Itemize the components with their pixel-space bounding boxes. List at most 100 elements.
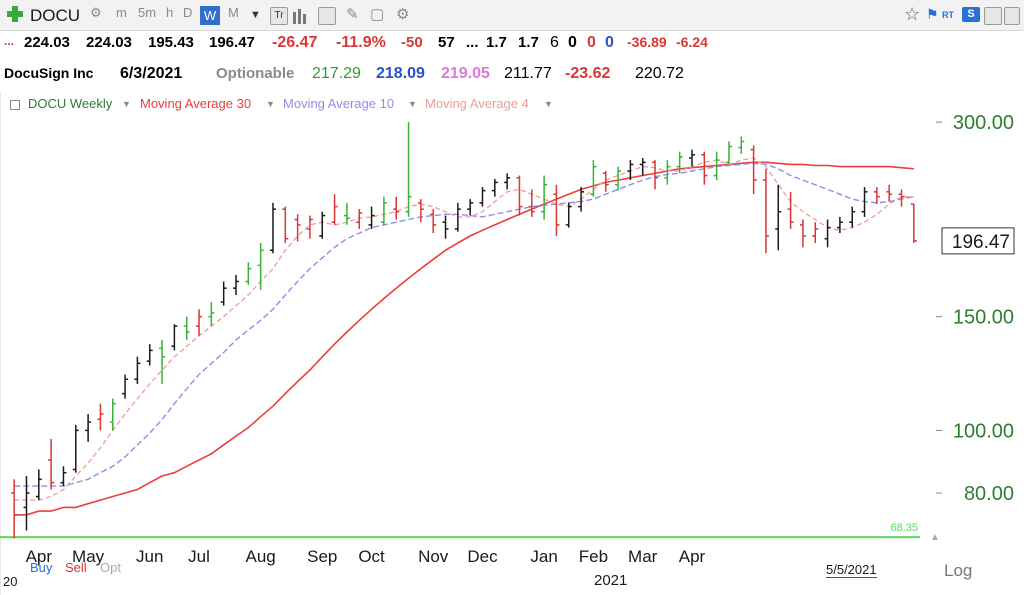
quote-change: -26.47 [272,34,318,51]
info-row: DocuSign Inc 6/3/2021 Optionable 217.29 … [0,62,1024,84]
info-p4: 211.77 [504,65,552,82]
price-bar [72,424,79,473]
ma30-line [14,161,914,516]
symbol-label[interactable]: DOCU [30,6,81,25]
price-bar [516,175,523,216]
price-bar [11,479,18,539]
price-bar [910,203,917,243]
price-bar [762,168,769,254]
price-bar [750,145,757,195]
price-bar [873,187,880,205]
price-bar [97,403,104,431]
x-tick-label: Aug [246,547,276,566]
price-bar [738,136,745,154]
interval-daily[interactable]: D [183,5,193,20]
price-bar [134,356,141,384]
x-tick-label: Jun [136,547,163,566]
price-bar [368,206,375,229]
x-tick-label: Jan [530,547,557,566]
y-tick-label: 100.00 [953,420,1014,442]
add-symbol-icon[interactable] [5,4,25,24]
quote-v10: -36.89 [627,34,667,50]
legend-ma10[interactable]: Moving Average 10 [283,96,395,111]
current-price-box [941,227,1015,255]
quote-v7: 0 [568,34,577,51]
price-bar [701,151,708,185]
price-bar [590,160,597,197]
link-icon[interactable]: ⚙ [90,5,102,20]
current-price-label: 196.47 [952,232,1010,253]
sell-button[interactable]: Sell [65,560,87,575]
price-bar [725,141,732,165]
s-badge[interactable]: S [962,7,980,22]
legend-ma4-chevron-icon[interactable]: ▼ [544,99,553,109]
price-bar [799,219,806,248]
x-tick-label: Apr [679,547,706,566]
optionable-label: Optionable [216,65,295,82]
interval-weekly[interactable]: W [200,6,220,25]
log-scale-toggle[interactable]: Log [944,561,973,580]
legend-ma10-chevron-icon[interactable]: ▼ [408,99,417,109]
legend-docu-weekly[interactable]: DOCU Weekly [28,96,113,111]
window-icon[interactable] [1004,7,1020,25]
quote-v4: 1.7 [486,34,507,51]
price-bar [430,209,437,234]
info-p2: 218.09 [376,65,425,82]
info-p5: -23.62 [565,65,611,82]
company-name: DocuSign Inc [4,65,94,81]
quote-high: 224.03 [86,34,132,51]
price-bar [676,151,683,174]
interval-hour[interactable]: h [166,5,174,20]
price-bar [578,187,585,212]
settings-icon[interactable]: ⚙ [396,6,410,23]
price-bar [356,209,363,229]
price-bar [639,157,646,176]
quote-ellipsis: ... [4,34,15,48]
price-bar [787,191,794,229]
flag-icon[interactable]: ⚑ [926,6,939,22]
quote-low: 195.43 [148,34,194,51]
legend-docu-chevron-icon[interactable]: ▼ [122,99,131,109]
interval-minute[interactable]: m [116,5,127,20]
price-bar [504,173,511,190]
chevron-down-icon[interactable]: ▼ [250,9,261,21]
info-p1: 217.29 [312,65,361,82]
legend-ma30-chevron-icon[interactable]: ▼ [266,99,275,109]
interval-5min[interactable]: 5m [138,5,157,20]
pencil-icon[interactable]: ✎ [346,6,359,23]
chart-area[interactable]: 68.35 80.00 100.00 150.00 300.00 196.47 Apr May… [0,92,1024,595]
price-bar [380,196,387,225]
price-bar [467,199,474,216]
price-bar [159,340,166,384]
bar-chart-icon[interactable] [292,8,310,24]
legend-ma30[interactable]: Moving Average 30 [140,96,252,111]
grid-icon[interactable] [318,7,336,25]
interval-monthly[interactable]: M [228,5,239,20]
price-bar [294,214,301,242]
star-icon[interactable]: ☆ [904,4,921,24]
x-tick-label: Dec [467,547,498,566]
price-bar [183,316,190,341]
quote-close: 196.47 [209,34,255,51]
text-tool-icon[interactable]: Tr [270,7,288,25]
y-tick-label: 80.00 [964,483,1014,505]
note-icon[interactable]: ▢ [370,6,385,23]
save-icon[interactable] [984,7,1002,25]
x-tick-label: May [72,547,105,566]
price-bar [479,187,486,207]
opt-button[interactable]: Opt [100,560,121,575]
rt-badge[interactable]: RT [942,10,954,20]
price-bar [627,160,634,181]
x-tick-label: Jul [188,547,210,566]
price-bar [689,149,695,167]
price-bar [491,178,498,197]
scroll-up-icon[interactable]: ▲ [930,532,940,543]
legend-ma4[interactable]: Moving Average 4 [425,96,529,111]
price-chart[interactable]: 68.35 80.00 100.00 150.00 300.00 196.47 Apr May… [0,92,1024,595]
price-bar [849,206,856,228]
y-tick-label: 150.00 [953,307,1014,329]
x-tick-label: Sep [307,547,337,566]
buy-button[interactable]: Buy [30,560,53,575]
ma10-line [14,162,914,487]
price-bar [60,466,67,487]
